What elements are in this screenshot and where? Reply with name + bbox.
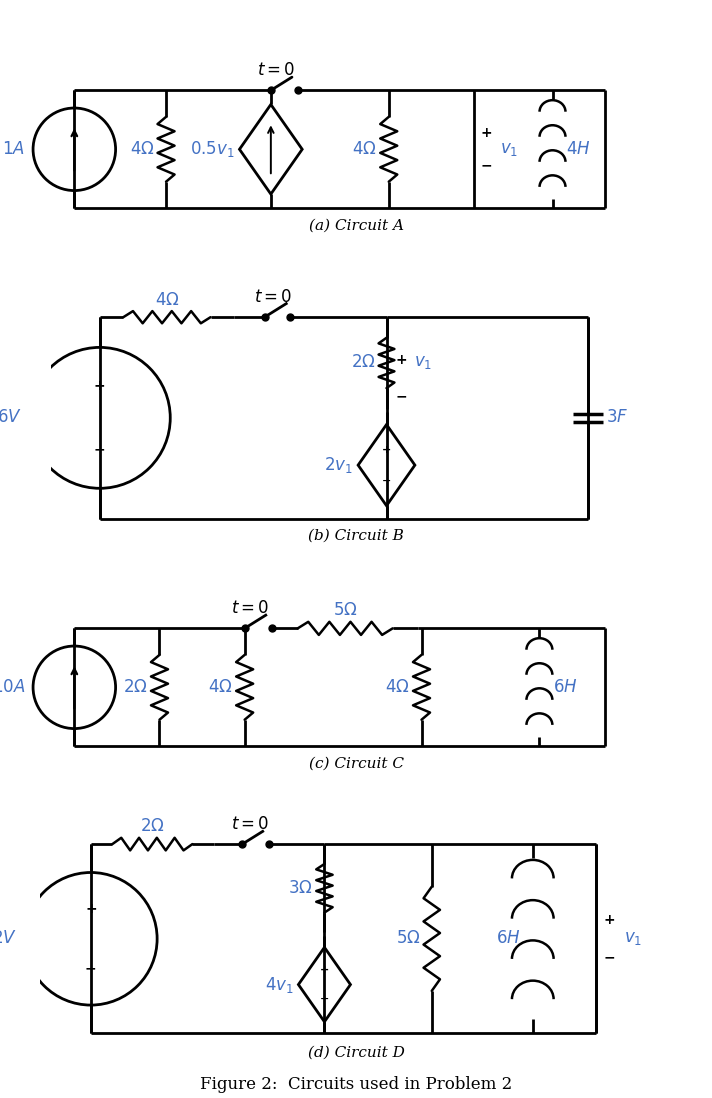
Text: −: − <box>481 159 492 172</box>
Text: $6V$: $6V$ <box>0 410 22 426</box>
Text: $t=0$: $t=0$ <box>231 816 270 832</box>
Text: −: − <box>85 962 97 976</box>
Text: $4\Omega$: $4\Omega$ <box>208 679 233 696</box>
Text: $v_1$: $v_1$ <box>624 930 642 948</box>
Text: $4\Omega$: $4\Omega$ <box>155 292 179 309</box>
Text: −: − <box>94 442 105 457</box>
Text: $3\Omega$: $3\Omega$ <box>288 879 313 897</box>
Text: (a) Circuit A: (a) Circuit A <box>308 220 404 233</box>
Text: $2\Omega$: $2\Omega$ <box>140 818 164 836</box>
Text: $6H$: $6H$ <box>496 930 520 948</box>
Text: $2V$: $2V$ <box>0 930 17 948</box>
Text: $4\Omega$: $4\Omega$ <box>352 141 377 158</box>
Text: $2\Omega$: $2\Omega$ <box>123 679 147 696</box>
Text: −: − <box>604 951 615 965</box>
Text: $1A$: $1A$ <box>2 141 25 158</box>
Text: +: + <box>382 445 391 455</box>
Text: −: − <box>320 994 329 1004</box>
Text: $3F$: $3F$ <box>606 410 629 426</box>
Text: $0.5v_1$: $0.5v_1$ <box>189 139 234 159</box>
Text: $t=0$: $t=0$ <box>254 289 293 306</box>
Text: $5\Omega$: $5\Omega$ <box>396 930 420 948</box>
Text: (d) Circuit D: (d) Circuit D <box>308 1046 404 1060</box>
Text: +: + <box>320 965 329 975</box>
Text: $6H$: $6H$ <box>553 679 577 696</box>
Text: $4\Omega$: $4\Omega$ <box>385 679 409 696</box>
Text: +: + <box>396 352 407 367</box>
Text: −: − <box>382 475 391 485</box>
Text: +: + <box>604 912 615 927</box>
Text: $v_1$: $v_1$ <box>414 355 432 371</box>
Text: (b) Circuit B: (b) Circuit B <box>308 529 404 542</box>
Text: Figure 2:  Circuits used in Problem 2: Figure 2: Circuits used in Problem 2 <box>200 1076 512 1093</box>
Text: +: + <box>481 126 492 139</box>
Text: $t=0$: $t=0$ <box>231 601 269 617</box>
Text: $10A$: $10A$ <box>0 679 25 696</box>
Text: $4\Omega$: $4\Omega$ <box>130 141 155 158</box>
Text: $2\Omega$: $2\Omega$ <box>351 355 375 371</box>
Text: +: + <box>94 379 105 393</box>
Text: (c) Circuit C: (c) Circuit C <box>308 758 404 771</box>
Text: $4H$: $4H$ <box>565 141 590 158</box>
Text: $t=0$: $t=0$ <box>257 63 295 79</box>
Text: $5\Omega$: $5\Omega$ <box>333 602 357 619</box>
Text: $2v_1$: $2v_1$ <box>325 456 353 475</box>
Text: −: − <box>396 390 407 403</box>
Text: $4v_1$: $4v_1$ <box>265 975 293 995</box>
Text: +: + <box>85 901 97 916</box>
Text: $v_1$: $v_1$ <box>500 141 518 158</box>
